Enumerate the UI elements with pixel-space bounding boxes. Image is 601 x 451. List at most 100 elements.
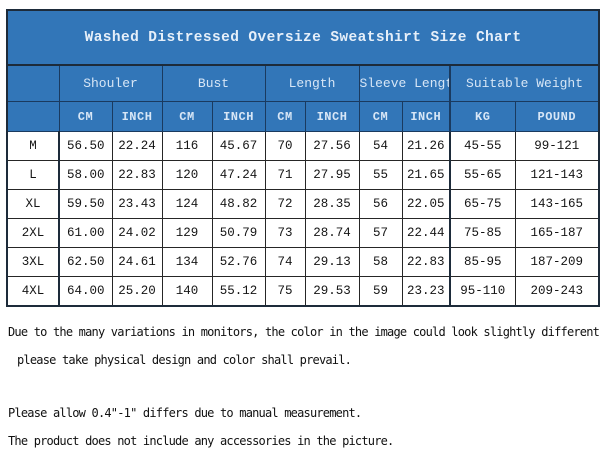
unit-header-row: CM INCH CM INCH CM INCH CM INCH KG POUND: [6, 101, 600, 132]
table-row-l: L 58.00 22.83 120 47.24 71 27.95 55 21.6…: [6, 160, 600, 190]
value-cell: 52.76: [211, 247, 266, 277]
group-header-row: Shouler Bust Length Sleeve Length Suitab…: [6, 64, 600, 102]
group-header-bust: Bust: [161, 64, 266, 102]
value-cell: 27.56: [304, 131, 360, 161]
value-cell: 120: [161, 160, 213, 190]
group-header-sleeve-length: Sleeve Length: [358, 64, 451, 102]
value-cell: 29.53: [304, 276, 360, 307]
size-chart-table: Washed Distressed Oversize Sweatshirt Si…: [5, 9, 601, 307]
chart-title: Washed Distressed Oversize Sweatshirt Si…: [5, 9, 601, 66]
note-line-monitor-color-1: Due to the many variations in monitors, …: [8, 325, 601, 339]
value-cell: 124: [161, 189, 213, 219]
value-cell: 165-187: [514, 218, 600, 248]
value-cell: 75-85: [449, 218, 516, 248]
table-row-m: M 56.50 22.24 116 45.67 70 27.56 54 21.2…: [6, 131, 600, 161]
value-cell: 59.50: [58, 189, 113, 219]
value-cell: 73: [264, 218, 306, 248]
unit-header-pound: POUND: [514, 101, 600, 132]
value-cell: 47.24: [211, 160, 266, 190]
value-cell: 61.00: [58, 218, 113, 248]
size-cell: 4XL: [6, 276, 60, 307]
table-row-3xl: 3XL 62.50 24.61 134 52.76 74 29.13 58 22…: [6, 247, 600, 277]
value-cell: 22.44: [401, 218, 451, 248]
value-cell: 65-75: [449, 189, 516, 219]
note-line-accessories: The product does not include any accesso…: [8, 434, 394, 448]
value-cell: 48.82: [211, 189, 266, 219]
value-cell: 22.83: [401, 247, 451, 277]
size-cell: M: [6, 131, 60, 161]
value-cell: 134: [161, 247, 213, 277]
table-row-4xl: 4XL 64.00 25.20 140 55.12 75 29.53 59 23…: [6, 276, 600, 307]
value-cell: 57: [358, 218, 403, 248]
value-cell: 116: [161, 131, 213, 161]
value-cell: 22.83: [111, 160, 163, 190]
value-cell: 29.13: [304, 247, 360, 277]
unit-header-shoulder-cm: CM: [58, 101, 113, 132]
unit-header-bust-cm: CM: [161, 101, 213, 132]
note-line-monitor-color-2: please take physical design and color sh…: [17, 353, 352, 367]
value-cell: 22.05: [401, 189, 451, 219]
value-cell: 55.12: [211, 276, 266, 307]
value-cell: 95-110: [449, 276, 516, 307]
value-cell: 72: [264, 189, 306, 219]
value-cell: 27.95: [304, 160, 360, 190]
notes-section: Due to the many variations in monitors, …: [8, 318, 601, 451]
unit-header-shoulder-inch: INCH: [111, 101, 163, 132]
group-header-shoulder: Shouler: [58, 64, 163, 102]
value-cell: 45-55: [449, 131, 516, 161]
note-line-measurement: Please allow 0.4"-1" differs due to manu…: [8, 406, 362, 420]
value-cell: 56: [358, 189, 403, 219]
corner-cell-top: [6, 64, 60, 102]
size-cell: 2XL: [6, 218, 60, 248]
value-cell: 187-209: [514, 247, 600, 277]
value-cell: 143-165: [514, 189, 600, 219]
value-cell: 23.23: [401, 276, 451, 307]
value-cell: 55-65: [449, 160, 516, 190]
value-cell: 64.00: [58, 276, 113, 307]
value-cell: 21.65: [401, 160, 451, 190]
unit-header-length-cm: CM: [264, 101, 306, 132]
value-cell: 85-95: [449, 247, 516, 277]
group-header-suitable-weight: Suitable Weight: [448, 64, 600, 102]
unit-header-bust-inch: INCH: [211, 101, 266, 132]
group-header-length: Length: [264, 64, 360, 102]
value-cell: 58: [358, 247, 403, 277]
value-cell: 22.24: [111, 131, 163, 161]
value-cell: 24.61: [111, 247, 163, 277]
value-cell: 59: [358, 276, 403, 307]
value-cell: 56.50: [58, 131, 113, 161]
value-cell: 55: [358, 160, 403, 190]
value-cell: 75: [264, 276, 306, 307]
value-cell: 58.00: [58, 160, 113, 190]
value-cell: 99-121: [514, 131, 600, 161]
notes-gap: [8, 374, 597, 399]
value-cell: 71: [264, 160, 306, 190]
size-cell: L: [6, 160, 60, 190]
value-cell: 209-243: [514, 276, 600, 307]
title-row: Washed Distressed Oversize Sweatshirt Si…: [5, 9, 601, 66]
value-cell: 70: [264, 131, 306, 161]
table-row-2xl: 2XL 61.00 24.02 129 50.79 73 28.74 57 22…: [6, 218, 600, 248]
unit-header-length-inch: INCH: [304, 101, 360, 132]
value-cell: 129: [161, 218, 213, 248]
unit-header-sleeve-inch: INCH: [401, 101, 451, 132]
value-cell: 28.74: [304, 218, 360, 248]
size-cell: 3XL: [6, 247, 60, 277]
value-cell: 45.67: [211, 131, 266, 161]
value-cell: 74: [264, 247, 306, 277]
unit-header-kg: KG: [449, 101, 516, 132]
size-cell: XL: [6, 189, 60, 219]
value-cell: 23.43: [111, 189, 163, 219]
corner-cell-bottom: [6, 101, 60, 132]
value-cell: 140: [161, 276, 213, 307]
value-cell: 54: [358, 131, 403, 161]
value-cell: 121-143: [514, 160, 600, 190]
table-row-xl: XL 59.50 23.43 124 48.82 72 28.35 56 22.…: [6, 189, 600, 219]
value-cell: 24.02: [111, 218, 163, 248]
unit-header-sleeve-cm: CM: [358, 101, 403, 132]
value-cell: 25.20: [111, 276, 163, 307]
value-cell: 62.50: [58, 247, 113, 277]
value-cell: 28.35: [304, 189, 360, 219]
value-cell: 50.79: [211, 218, 266, 248]
